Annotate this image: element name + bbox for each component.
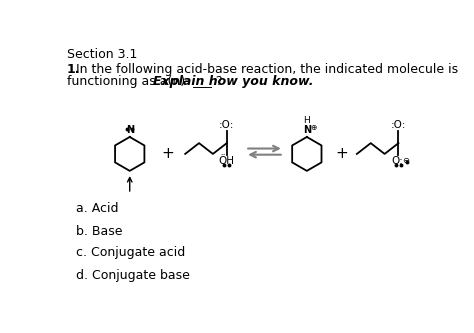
Text: c. Conjugate acid: c. Conjugate acid (76, 246, 185, 259)
Text: H: H (303, 117, 310, 126)
Text: ÖH: ÖH (219, 156, 235, 166)
Text: Section 3.1: Section 3.1 (66, 48, 137, 61)
Text: Explain how you know.: Explain how you know. (153, 75, 313, 88)
Text: N: N (303, 125, 311, 135)
Text: N: N (126, 125, 134, 135)
Text: :O:: :O: (219, 120, 235, 130)
Text: +: + (335, 147, 348, 162)
Text: 1.: 1. (66, 63, 80, 76)
Text: functioning as a(n)  ___ ?: functioning as a(n) ___ ? (66, 75, 226, 88)
Text: b. Base: b. Base (76, 225, 122, 238)
Text: O:: O: (392, 156, 403, 166)
Text: ⊖: ⊖ (403, 156, 410, 165)
Text: d. Conjugate base: d. Conjugate base (76, 269, 190, 282)
Text: a. Acid: a. Acid (76, 202, 118, 215)
Text: ⊕: ⊕ (310, 123, 316, 132)
Text: :O:: :O: (391, 120, 406, 130)
Text: In the following acid-base reaction, the indicated molecule is: In the following acid-base reaction, the… (76, 63, 458, 76)
Text: +: + (162, 147, 174, 162)
